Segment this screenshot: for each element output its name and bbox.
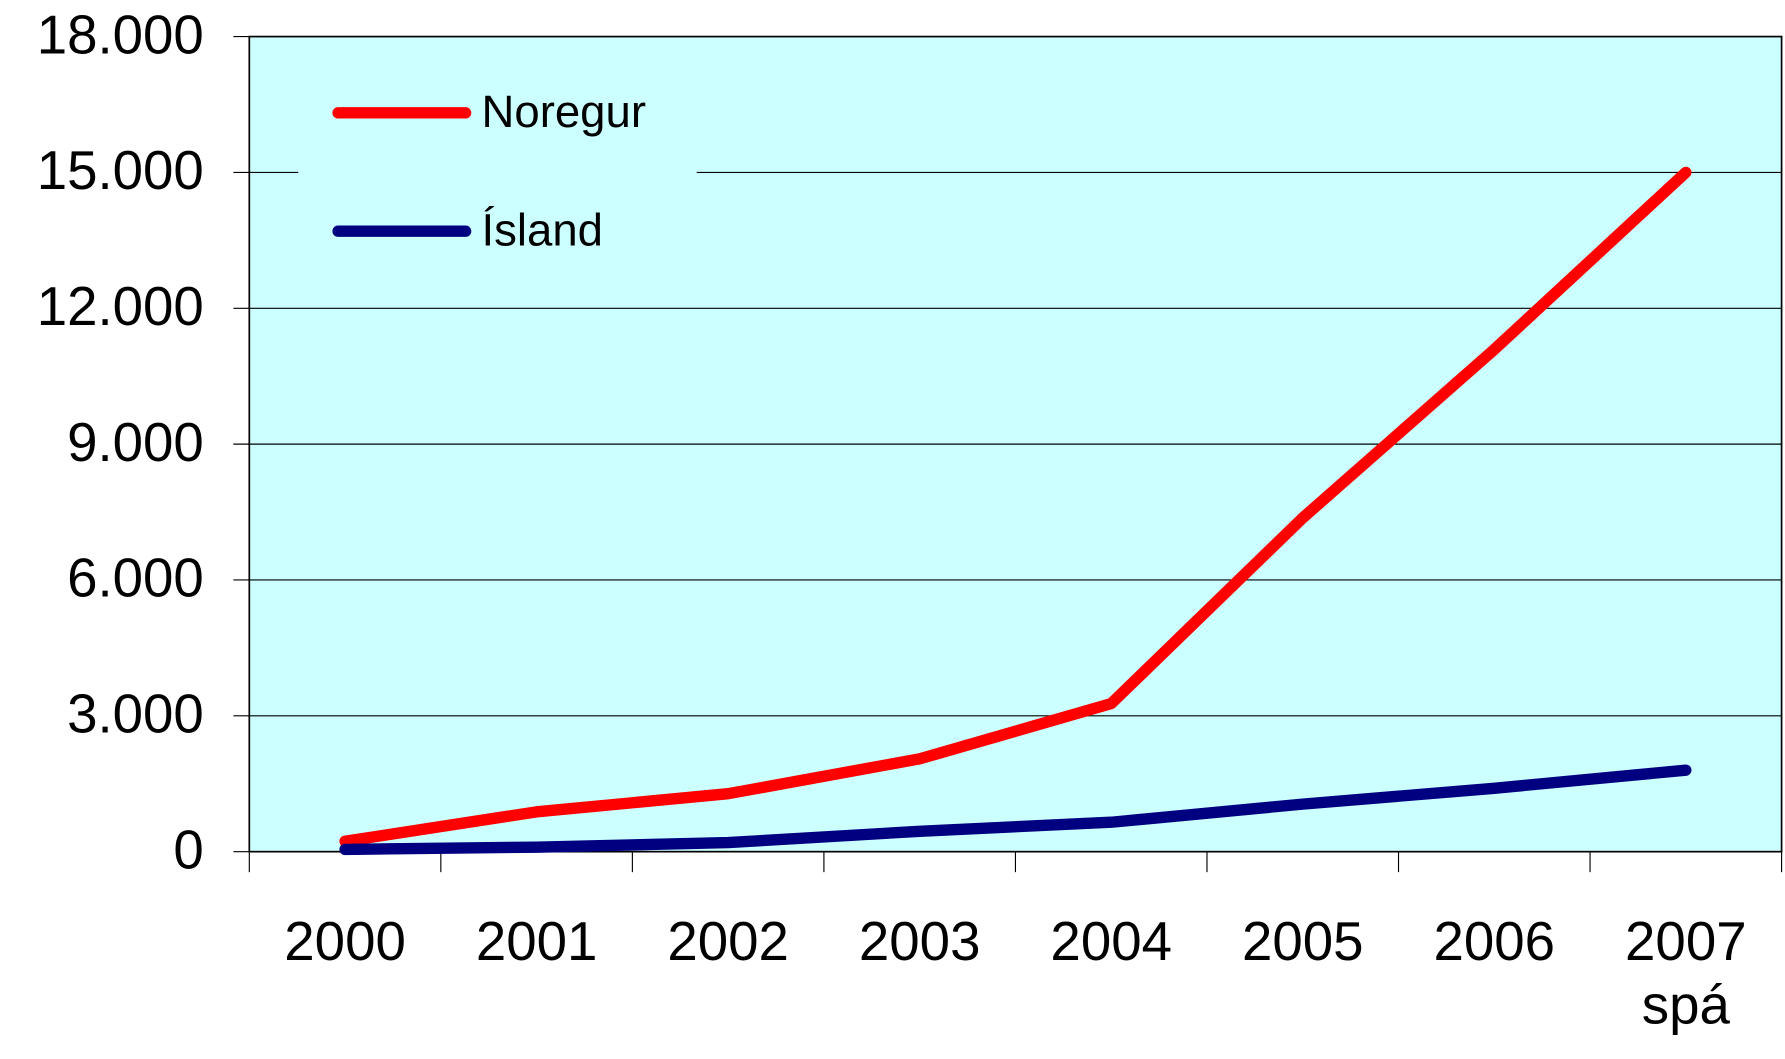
x-tick-label-box: 2003 <box>858 912 981 973</box>
x-tick-label: 2006 <box>1433 912 1556 973</box>
x-tick-label-box: 2001 <box>475 912 598 973</box>
y-tick-label: 12.000 <box>37 276 204 337</box>
x-tick-label: 2002 <box>667 912 789 973</box>
x-tick-label-box: 2005 <box>1241 912 1364 973</box>
y-tick-label: 0 <box>173 819 203 880</box>
x-tick-label: 2003 <box>858 912 981 973</box>
legend-box <box>298 62 697 280</box>
x-tick-label-box: 2006 <box>1433 912 1556 973</box>
y-tick-label: 6.000 <box>67 548 204 609</box>
x-tick-label: 2005 <box>1241 912 1364 973</box>
x-tick-label: 2000 <box>284 912 406 973</box>
x-tick-label: 2001 <box>475 912 598 973</box>
x-tick-label: 2007 spá <box>1625 912 1747 1037</box>
legend-label: Noregur <box>482 86 646 137</box>
y-tick-label: 9.000 <box>67 412 204 473</box>
x-tick-label-box: 2007 spá <box>1625 912 1747 1037</box>
line-series <box>339 166 1692 847</box>
x-tick-label-box: 2002 <box>667 912 789 973</box>
x-tick-label-box: 2004 <box>1050 912 1172 973</box>
line-series <box>339 764 1692 856</box>
y-tick-label: 3.000 <box>67 684 204 745</box>
y-tick-label: 18.000 <box>37 4 204 65</box>
legend-label: Ísland <box>482 205 603 256</box>
x-tick-label: 2004 <box>1050 912 1172 973</box>
x-tick-label-box: 2000 <box>284 912 406 973</box>
y-tick-label: 15.000 <box>37 140 204 201</box>
